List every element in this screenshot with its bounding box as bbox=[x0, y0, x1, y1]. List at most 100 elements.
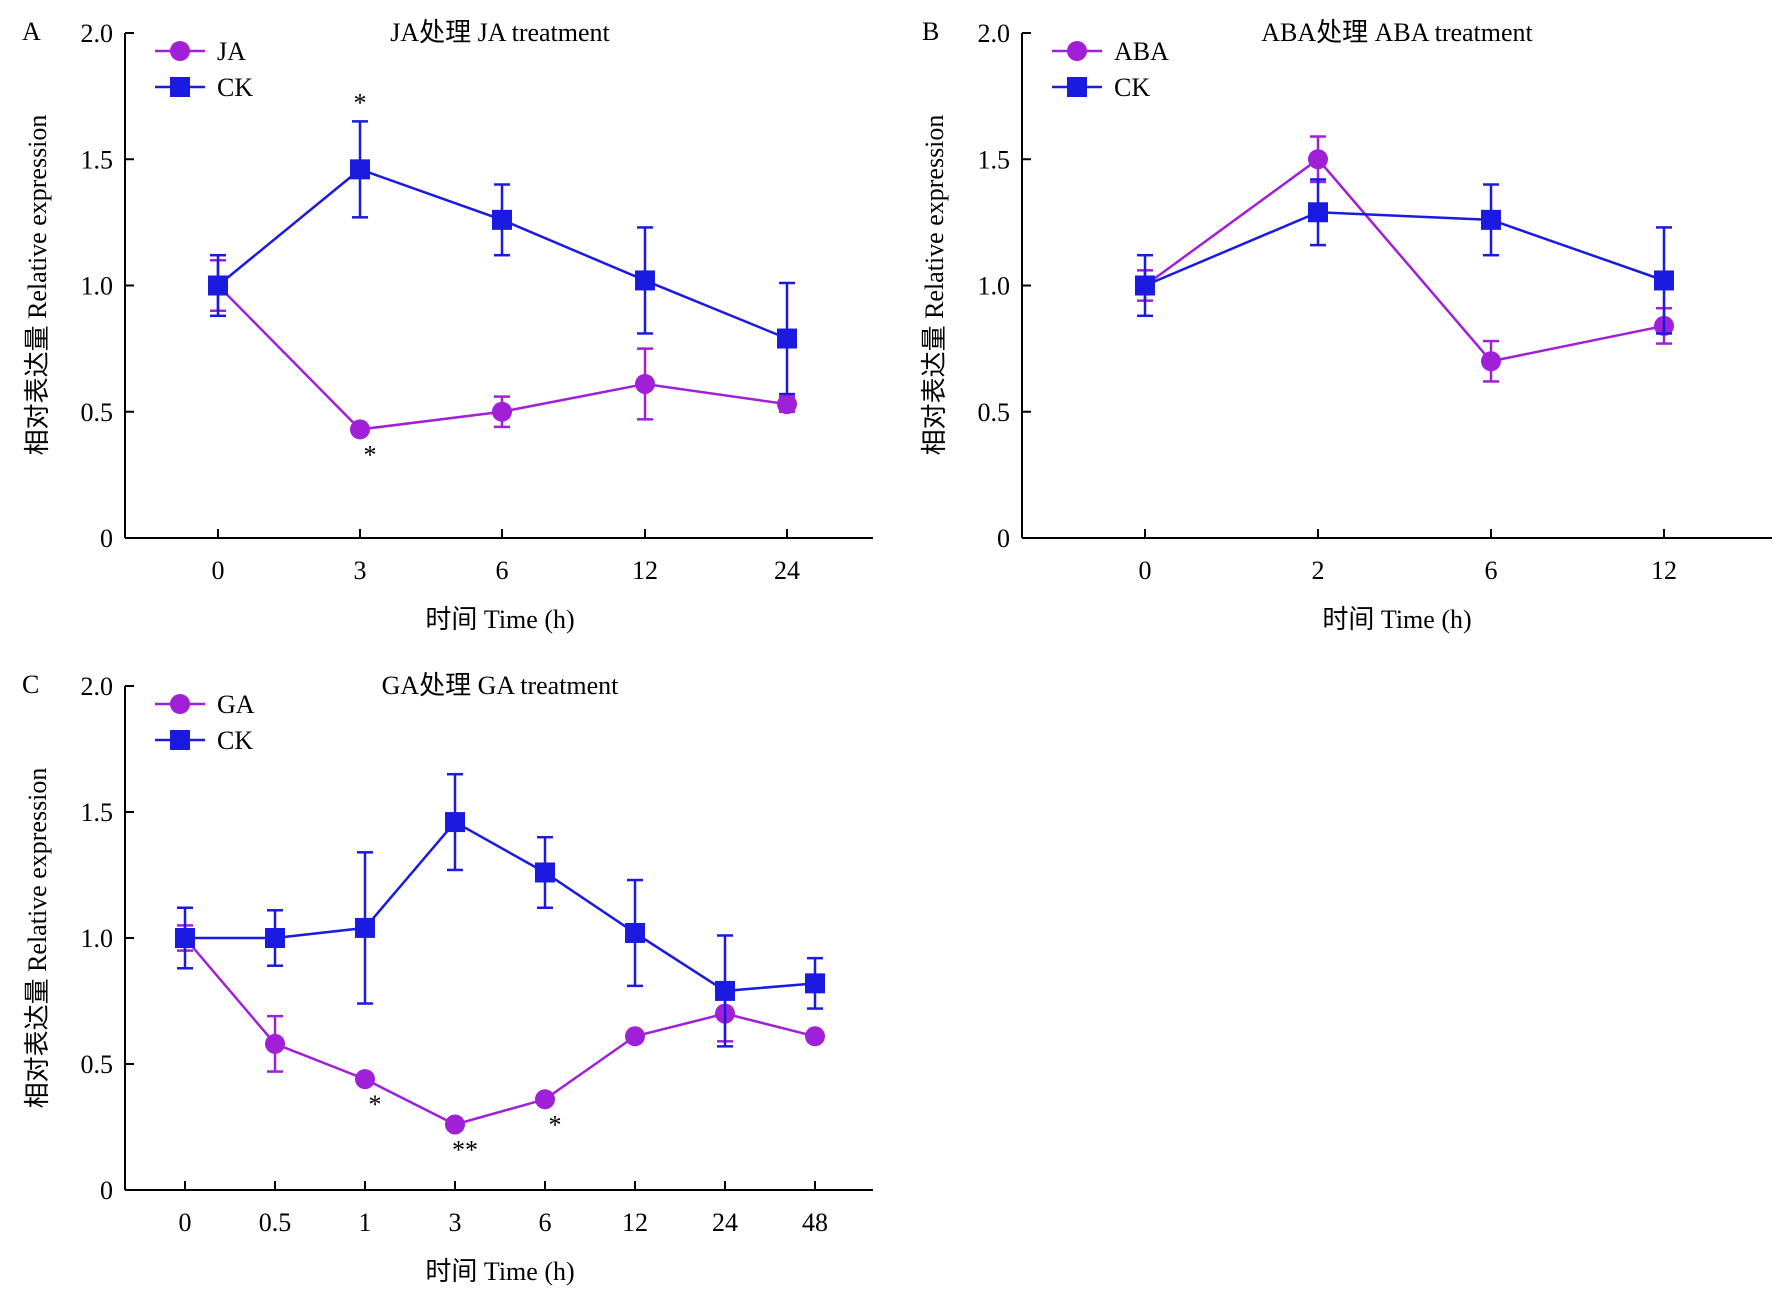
legend-label: CK bbox=[1114, 73, 1150, 102]
data-point-ga bbox=[265, 1033, 285, 1054]
legend-marker bbox=[170, 730, 190, 750]
significance-label: ** bbox=[452, 1135, 478, 1164]
series-line-ck bbox=[1144, 211, 1665, 287]
data-point-ck bbox=[350, 159, 370, 180]
x-tick-label: 3 bbox=[449, 1208, 462, 1237]
series-line-aba bbox=[1144, 157, 1665, 363]
y-tick-label: 1.5 bbox=[81, 798, 114, 827]
legend-label: GA bbox=[217, 690, 255, 719]
x-tick-label: 1 bbox=[359, 1208, 372, 1237]
data-point-ck bbox=[1481, 209, 1501, 230]
x-axis-label: 时间 Time (h) bbox=[425, 605, 574, 634]
data-point-ck bbox=[715, 980, 735, 1001]
y-tick-label: 1.5 bbox=[81, 145, 114, 174]
x-tick-label: 48 bbox=[802, 1208, 828, 1237]
data-point-ck bbox=[535, 862, 555, 883]
legend-marker bbox=[170, 77, 190, 97]
x-tick-label: 12 bbox=[632, 556, 658, 585]
y-tick-label: 0 bbox=[997, 524, 1010, 553]
y-axis-label: 相对表达量 Relative expression bbox=[23, 768, 52, 1109]
x-tick-label: 24 bbox=[712, 1208, 738, 1237]
ticks: 0 0.5 1.0 1.5 2.0 0 3 6 12 24 bbox=[81, 19, 801, 585]
data-point-ck bbox=[635, 270, 655, 291]
y-tick-label: 1.0 bbox=[978, 272, 1011, 301]
y-tick-label: 0.5 bbox=[81, 1050, 114, 1079]
series-layer: ** bbox=[208, 88, 797, 469]
x-tick-label: 0 bbox=[212, 556, 225, 585]
legend-marker bbox=[1067, 77, 1087, 97]
y-tick-label: 2.0 bbox=[81, 19, 114, 48]
x-tick-label: 24 bbox=[774, 556, 800, 585]
chart-title: GA处理 GA treatment bbox=[382, 671, 620, 700]
series-line-ga bbox=[184, 937, 816, 1126]
data-point-ga bbox=[445, 1114, 465, 1135]
series-layer: **** bbox=[175, 772, 825, 1164]
panel-letter: B bbox=[922, 17, 939, 46]
legend-label: JA bbox=[217, 37, 246, 66]
data-point-ga bbox=[805, 1026, 825, 1047]
x-axis-label: 时间 Time (h) bbox=[1322, 605, 1471, 634]
series-line-ck bbox=[185, 820, 816, 993]
x-tick-label: 6 bbox=[496, 556, 509, 585]
significance-label: * bbox=[549, 1110, 562, 1139]
data-point-ck bbox=[355, 917, 375, 938]
y-tick-label: 1.0 bbox=[81, 924, 114, 953]
chart-title: JA处理 JA treatment bbox=[390, 18, 610, 47]
data-point-ga bbox=[355, 1069, 375, 1090]
panel-b: B ABA处理 ABA treatment 相对表达量 Relative exp… bbox=[920, 17, 1772, 634]
data-point-ck bbox=[805, 973, 825, 994]
y-tick-label: 0 bbox=[100, 1176, 113, 1205]
legend: JA CK bbox=[155, 37, 253, 102]
legend-label: ABA bbox=[1114, 37, 1169, 66]
data-point-ga bbox=[625, 1026, 645, 1047]
significance-label: * bbox=[364, 440, 377, 469]
panel-letter: C bbox=[22, 670, 39, 699]
data-point-aba bbox=[1481, 351, 1501, 372]
data-point-ja bbox=[350, 419, 370, 440]
data-point-ja bbox=[777, 394, 797, 415]
data-point-ck bbox=[445, 812, 465, 833]
data-point-ck bbox=[265, 928, 285, 948]
y-axis-label: 相对表达量 Relative expression bbox=[920, 115, 949, 456]
data-point-ga bbox=[535, 1089, 555, 1110]
y-tick-label: 0.5 bbox=[978, 398, 1011, 427]
significance-label: * bbox=[369, 1090, 382, 1119]
legend-marker bbox=[1067, 41, 1087, 61]
legend: ABA CK bbox=[1052, 37, 1169, 102]
panel-c: C GA处理 GA treatment 相对表达量 Relative expre… bbox=[22, 670, 873, 1286]
x-tick-label: 0 bbox=[1139, 556, 1152, 585]
significance-label: * bbox=[354, 88, 367, 117]
x-axis-label: 时间 Time (h) bbox=[425, 1257, 574, 1286]
legend-label: CK bbox=[217, 726, 253, 755]
x-tick-label: 2 bbox=[1312, 556, 1325, 585]
y-tick-label: 2.0 bbox=[978, 19, 1011, 48]
data-point-ja bbox=[635, 373, 655, 394]
legend: GA CK bbox=[155, 690, 255, 755]
chart-title: ABA处理 ABA treatment bbox=[1261, 18, 1533, 47]
data-point-ck bbox=[1308, 202, 1328, 223]
ticks: 0 0.5 1.0 1.5 2.0 0 2 6 12 bbox=[978, 19, 1678, 585]
ticks: 0 0.5 1.0 1.5 2.0 0 0.5 1 3 6 12 24 48 bbox=[81, 672, 829, 1237]
data-point-ja bbox=[492, 401, 512, 422]
x-tick-label: 3 bbox=[354, 556, 367, 585]
y-tick-label: 0 bbox=[100, 524, 113, 553]
legend-marker bbox=[170, 41, 190, 61]
y-tick-label: 1.5 bbox=[978, 145, 1011, 174]
x-tick-label: 0 bbox=[179, 1208, 192, 1237]
legend-label: CK bbox=[217, 73, 253, 102]
x-tick-label: 0.5 bbox=[259, 1208, 292, 1237]
y-tick-label: 0.5 bbox=[81, 398, 114, 427]
series-layer bbox=[1135, 135, 1674, 383]
data-point-ck bbox=[492, 209, 512, 230]
data-point-ck bbox=[777, 328, 797, 349]
data-point-ck bbox=[625, 922, 645, 943]
panel-letter: A bbox=[22, 17, 41, 46]
panel-a: A JA处理 JA treatment 相对表达量 Relative expre… bbox=[22, 17, 873, 634]
legend-marker bbox=[170, 694, 190, 714]
y-axis-label: 相对表达量 Relative expression bbox=[23, 115, 52, 456]
data-point-aba bbox=[1308, 149, 1328, 170]
x-tick-label: 12 bbox=[622, 1208, 648, 1237]
x-tick-label: 12 bbox=[1651, 556, 1677, 585]
y-tick-label: 1.0 bbox=[81, 272, 114, 301]
data-point-ck bbox=[1135, 275, 1155, 296]
